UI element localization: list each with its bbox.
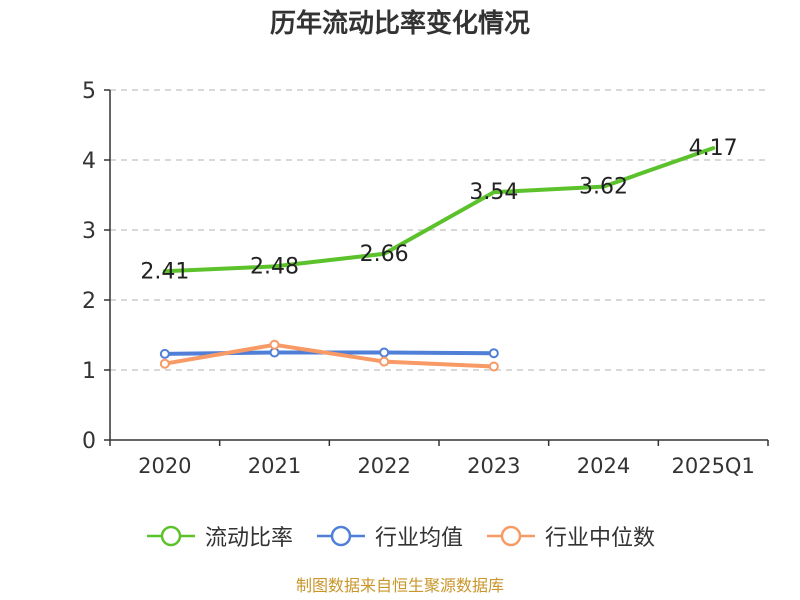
data-label: 2.66: [360, 242, 409, 267]
y-tick-label: 5: [82, 79, 96, 104]
series-line: [162, 146, 716, 274]
data-label: 3.62: [579, 175, 628, 200]
legend-item[interactable]: 行业中位数: [485, 520, 655, 552]
x-tick-label: 2020: [138, 454, 191, 478]
legend-label: 行业中位数: [545, 526, 656, 551]
legend-swatch-icon: [487, 525, 535, 547]
data-source-footer: 制图数据来自恒生聚源数据库: [295, 576, 504, 595]
legend-item[interactable]: 流动比率: [145, 520, 293, 552]
chart-legend: 流动比率 行业均值 行业中位数: [0, 518, 800, 554]
y-tick-label: 3: [82, 219, 96, 244]
x-tick-label: 2021: [248, 454, 301, 478]
y-tick-label: 2: [82, 289, 96, 314]
x-tick-label: 2023: [467, 454, 520, 478]
y-tick-label: 0: [82, 429, 96, 454]
data-point: [159, 358, 170, 369]
legend-swatch-icon: [146, 525, 195, 547]
data-label: 4.17: [689, 136, 738, 161]
legend-label: 行业均值: [374, 526, 463, 551]
chart-title: 历年流动比率变化情况: [269, 9, 530, 39]
y-tick-label: 1: [82, 359, 96, 384]
x-tick-label: 2025Q1: [671, 454, 754, 478]
legend-swatch-icon: [316, 525, 365, 547]
data-label: 2.48: [250, 254, 299, 279]
data-point: [269, 339, 280, 350]
data-point: [379, 356, 390, 367]
data-point: [379, 347, 390, 358]
data-point: [488, 348, 499, 359]
x-tick-label: 2024: [577, 454, 630, 478]
data-label: 2.41: [140, 259, 189, 284]
y-tick-label: 4: [82, 149, 96, 174]
data-label: 3.54: [469, 180, 518, 205]
data-point: [488, 361, 499, 372]
data-point: [159, 348, 170, 359]
legend-label: 流动比率: [204, 526, 293, 551]
legend-item[interactable]: 行业均值: [315, 520, 463, 552]
series-line: [162, 342, 496, 369]
x-tick-label: 2022: [357, 454, 410, 478]
